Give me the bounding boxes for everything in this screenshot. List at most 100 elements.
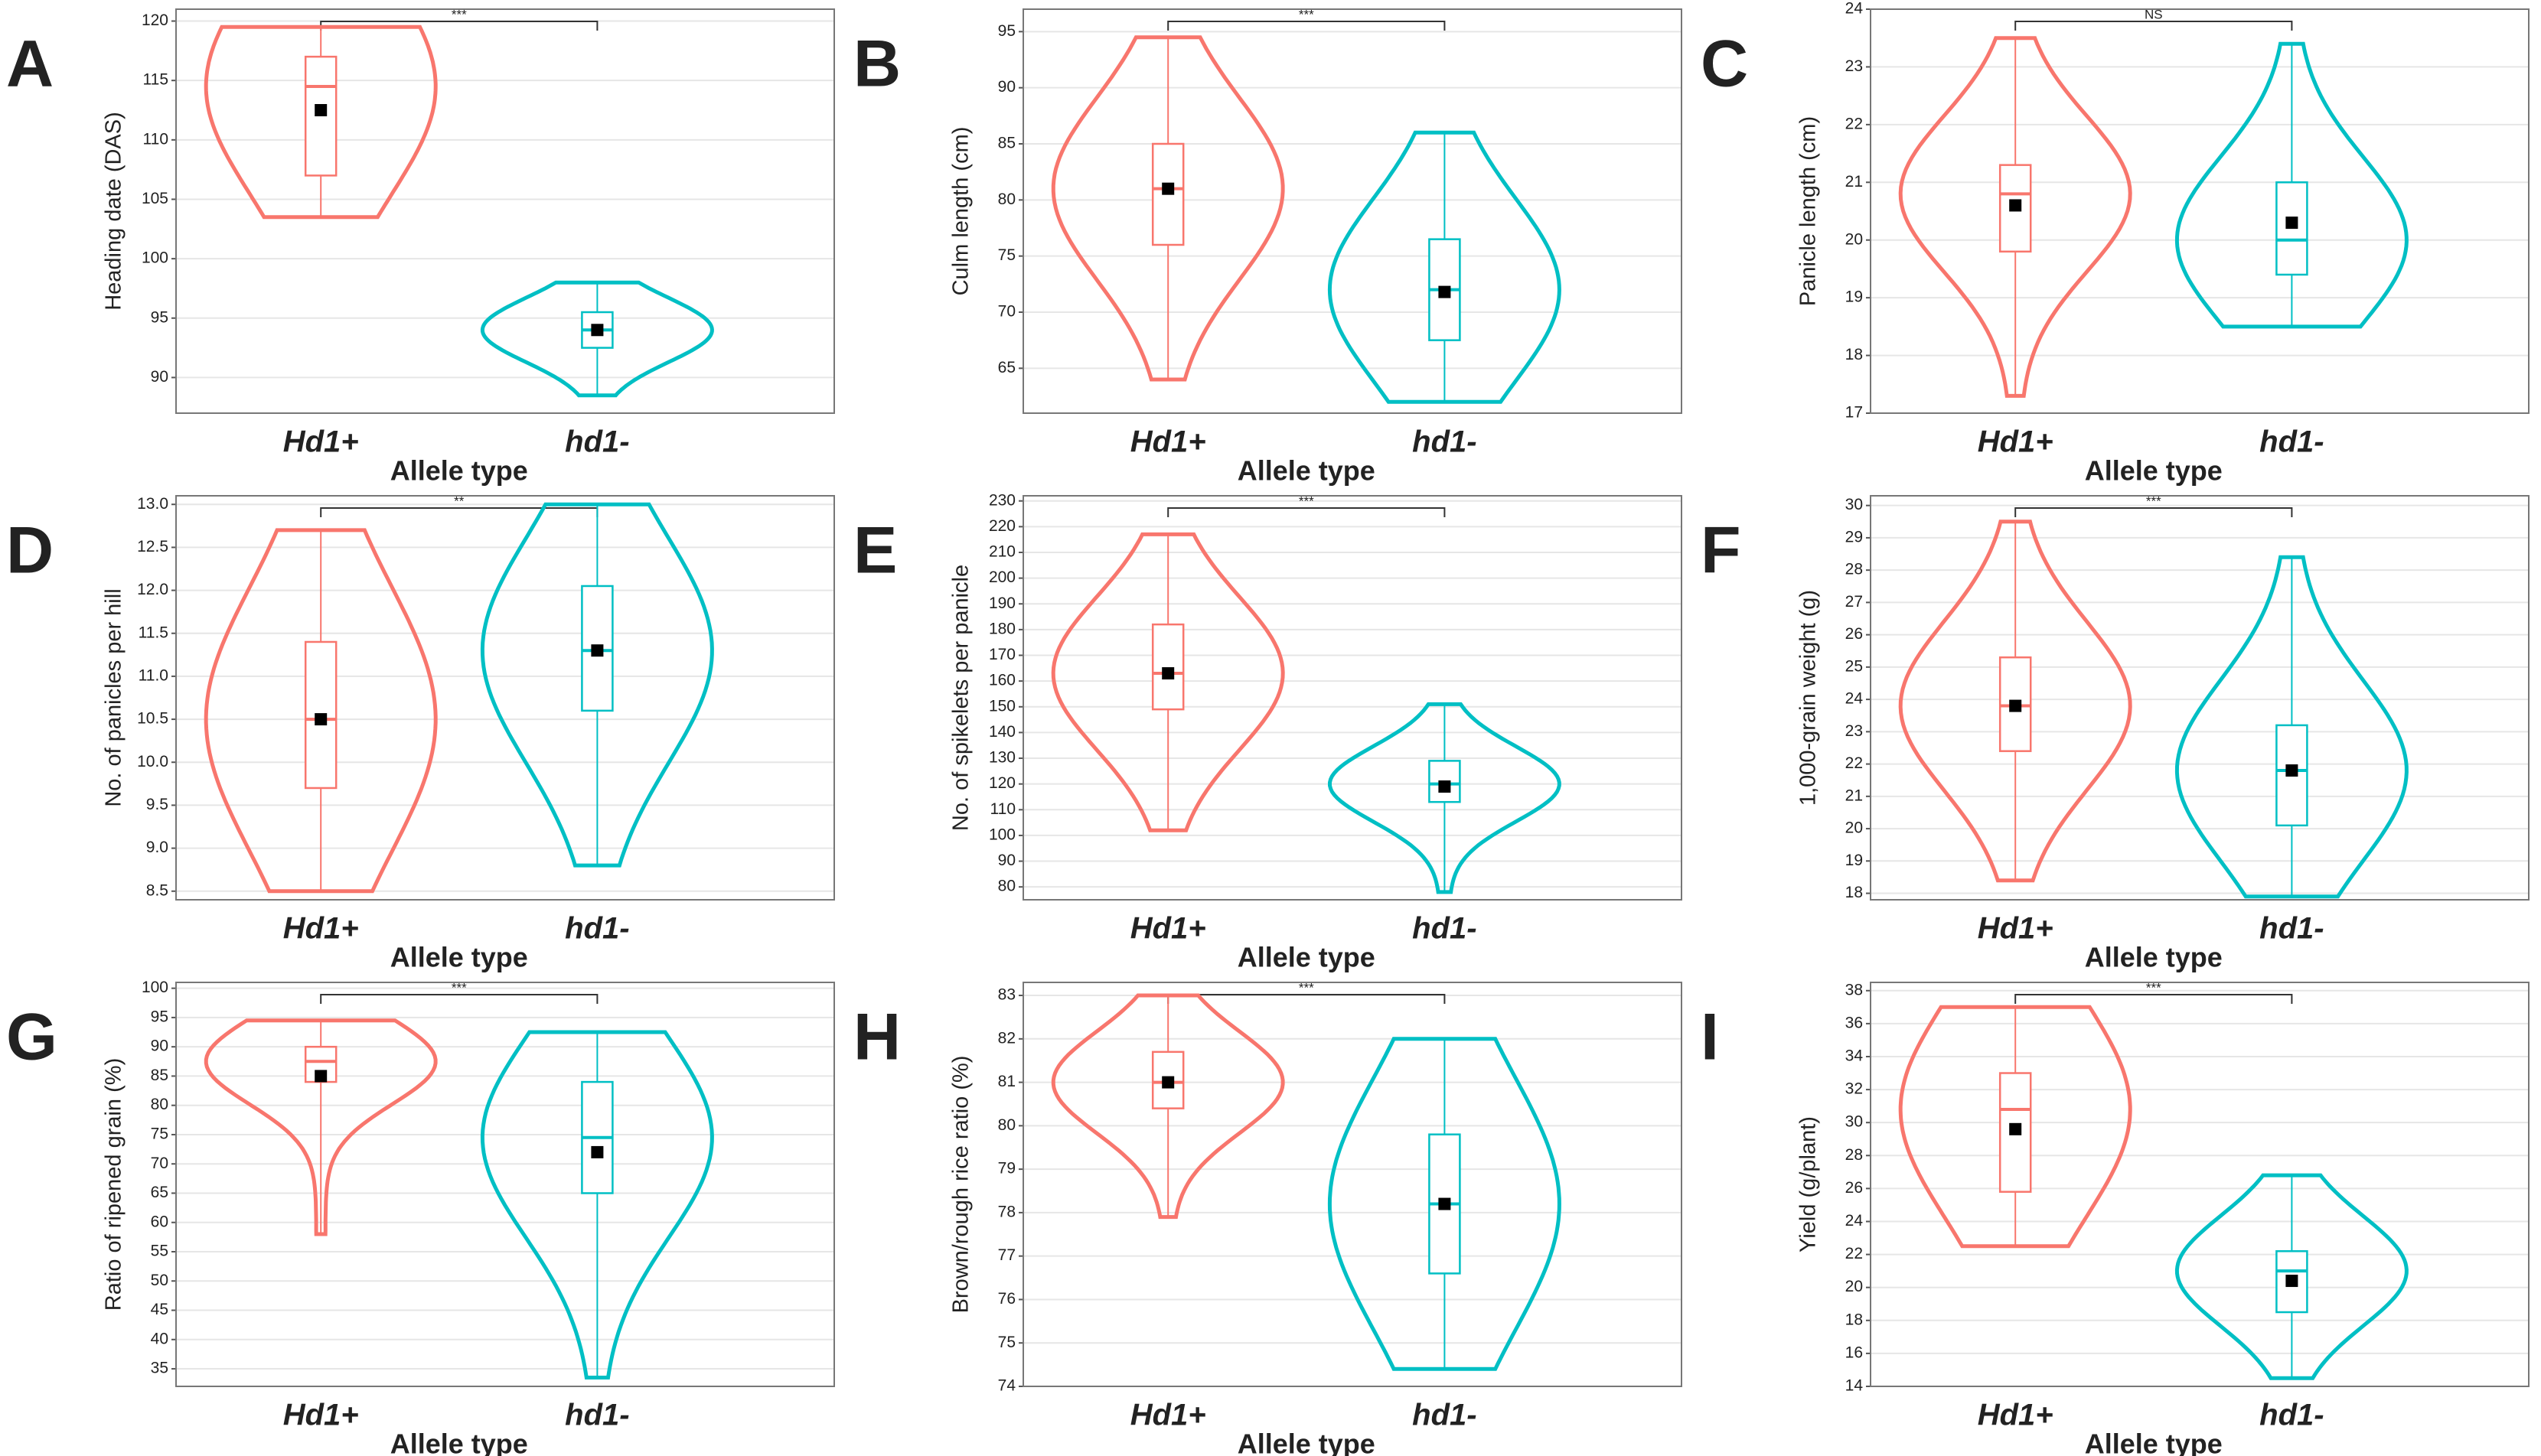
y-tick-label: 90: [998, 78, 1016, 96]
panel: 90 95 100 105 110 115 120 *** Hd1+ hd1- Heading da…: [6, 7, 835, 487]
mean-point: [2009, 199, 2022, 212]
y-tick-label: 105: [142, 190, 168, 207]
panel: 80 90 100 110 120 130 140 150 160 170 180 190 200 210…: [853, 491, 1682, 973]
y-tick-label: 12.0: [137, 581, 168, 598]
y-tick-label: 70: [151, 1155, 168, 1172]
y-tick-label: 9.0: [146, 839, 168, 856]
significance-label: ***: [1299, 7, 1314, 21]
y-tick-label: 20: [1845, 230, 1863, 248]
x-tick-label: hd1-: [1412, 912, 1476, 946]
y-tick-label: 20: [1845, 1278, 1863, 1295]
y-tick-label: 34: [1845, 1047, 1864, 1065]
box: [2275, 181, 2308, 276]
x-tick-label: Hd1+: [283, 425, 359, 459]
mean-point: [2009, 699, 2022, 712]
plot-border: [1870, 8, 2530, 414]
y-tick-label: 40: [151, 1330, 168, 1347]
y-tick-label: 100: [142, 979, 168, 996]
plot-border: [1023, 495, 1682, 901]
plot-border: [1023, 982, 1682, 1387]
plot-background: [176, 496, 834, 900]
significance-bracket: [2014, 21, 2293, 31]
x-tick-label: hd1-: [2259, 912, 2324, 946]
y-tick-label: 82: [998, 1029, 1016, 1047]
mean-point: [1162, 1076, 1175, 1089]
y-tick-label: 50: [151, 1272, 168, 1289]
y-axis-label: Yield (g/plant): [1796, 1116, 1821, 1252]
plot-border: [175, 495, 835, 901]
y-tick-label: 70: [998, 303, 1016, 321]
significance-bracket: [320, 994, 599, 1004]
y-tick-label: 77: [998, 1246, 1016, 1264]
panel-letter: H: [853, 1001, 901, 1074]
y-tick-label: 22: [1845, 754, 1863, 772]
y-tick-label: 220: [989, 517, 1016, 535]
y-tick-label: 23: [1845, 722, 1863, 740]
significance-bracket: [1167, 507, 1446, 517]
x-axis-label: Allele type: [1238, 455, 1375, 487]
y-tick-label: 29: [1845, 528, 1863, 546]
y-tick-label: 21: [1845, 787, 1863, 804]
panel-letter: B: [853, 28, 901, 101]
y-axis-label: No. of panicles per hill: [102, 588, 126, 806]
significance-bracket: [2014, 507, 2293, 517]
y-tick-label: 120: [142, 11, 168, 29]
y-tick-label: 18: [1845, 346, 1863, 363]
panel-letter: F: [1701, 514, 1741, 588]
mean-point: [315, 1070, 328, 1083]
y-tick-label: 150: [989, 697, 1016, 715]
plot-border: [175, 8, 835, 414]
y-tick-label: 80: [998, 1116, 1016, 1134]
y-tick-label: 75: [998, 246, 1016, 264]
mean-point: [591, 324, 604, 337]
y-tick-label: 95: [151, 1008, 168, 1025]
y-tick-label: 100: [142, 249, 168, 267]
x-axis-label: Allele type: [2085, 942, 2223, 973]
y-tick-label: 19: [1845, 852, 1863, 869]
y-tick-label: 13.0: [137, 495, 168, 513]
violin: [2174, 555, 2409, 899]
y-tick-label: 65: [151, 1184, 168, 1201]
violin: [1327, 1037, 1561, 1371]
y-tick-label: 80: [998, 878, 1016, 895]
y-tick-label: 79: [998, 1160, 1016, 1178]
plot-background: [176, 982, 834, 1386]
x-axis-label: Allele type: [2085, 1428, 2223, 1456]
y-tick-label: 110: [143, 130, 168, 148]
y-tick-label: 9.5: [146, 796, 168, 813]
y-tick-label: 36: [1845, 1014, 1863, 1031]
panel: 65 70 75 80 85 90 95 *** Hd1+ hd1- Culm length (cm…: [853, 7, 1682, 487]
x-tick-label: hd1-: [565, 912, 629, 946]
panel-letter: I: [1701, 1001, 1719, 1074]
y-tick-label: 16: [1845, 1344, 1863, 1361]
y-tick-label: 85: [151, 1067, 168, 1084]
x-tick-label: Hd1+: [1978, 1399, 2053, 1432]
mean-point: [1438, 780, 1451, 793]
violin: [1328, 702, 1561, 894]
panel: 8.5 9.0 9.5 10.0 10.5 11.0 11.5 12.0 12.5 13.0 ** H…: [6, 493, 835, 973]
x-tick-label: hd1-: [1412, 1399, 1476, 1432]
panel-letter: E: [853, 514, 897, 588]
mean-point: [2285, 764, 2298, 777]
violin: [204, 1018, 438, 1236]
y-tick-label: 21: [1845, 173, 1863, 191]
violin: [204, 528, 438, 894]
y-tick-label: 35: [151, 1360, 168, 1377]
y-tick-label: 80: [998, 191, 1016, 208]
y-tick-label: 32: [1845, 1080, 1863, 1098]
y-tick-label: 30: [1845, 1113, 1863, 1131]
x-axis-label: Allele type: [2085, 455, 2223, 487]
y-tick-label: 75: [998, 1334, 1016, 1351]
y-axis-label: Panicle length (cm): [1796, 116, 1821, 306]
y-tick-label: 38: [1845, 981, 1863, 998]
plot-border: [1870, 495, 2530, 901]
mean-point: [1162, 182, 1175, 195]
significance-bracket: [1167, 21, 1446, 31]
y-tick-label: 11.5: [139, 624, 168, 641]
y-tick-label: 8.5: [146, 881, 168, 899]
x-axis-label: Allele type: [1238, 1428, 1375, 1456]
y-tick-label: 19: [1845, 288, 1863, 306]
y-tick-label: 80: [151, 1096, 168, 1113]
y-tick-label: 18: [1845, 1311, 1863, 1328]
x-tick-label: hd1-: [1412, 425, 1476, 459]
